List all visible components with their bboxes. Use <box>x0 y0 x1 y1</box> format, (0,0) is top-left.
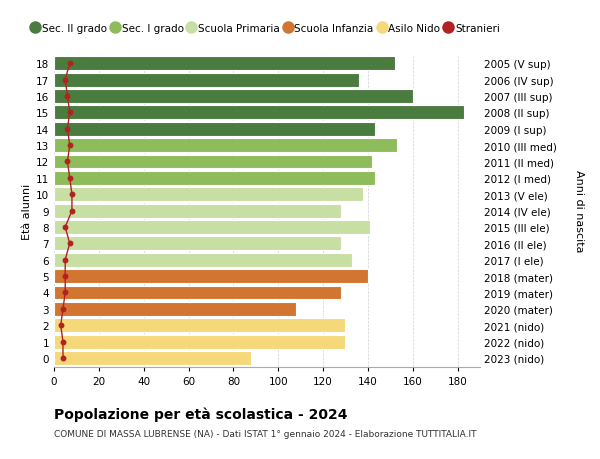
Legend: Sec. II grado, Sec. I grado, Scuola Primaria, Scuola Infanzia, Asilo Nido, Stran: Sec. II grado, Sec. I grado, Scuola Prim… <box>28 19 504 38</box>
Bar <box>54 302 296 316</box>
Bar <box>54 57 395 71</box>
Bar <box>54 351 251 365</box>
Bar <box>54 253 352 267</box>
Text: COMUNE DI MASSA LUBRENSE (NA) - Dati ISTAT 1° gennaio 2024 - Elaborazione TUTTIT: COMUNE DI MASSA LUBRENSE (NA) - Dati IST… <box>54 429 476 438</box>
Point <box>67 191 77 198</box>
Point <box>65 240 74 247</box>
Point <box>67 207 77 215</box>
Y-axis label: Anni di nascita: Anni di nascita <box>574 170 584 252</box>
Point <box>61 273 70 280</box>
Bar <box>54 188 364 202</box>
Y-axis label: Età alunni: Età alunni <box>22 183 32 239</box>
Bar <box>54 123 374 136</box>
Bar <box>54 237 341 251</box>
Point <box>58 306 68 313</box>
Point <box>58 354 68 362</box>
Point <box>62 158 72 166</box>
Point <box>61 257 70 264</box>
Bar <box>54 335 346 349</box>
Text: Popolazione per età scolastica - 2024: Popolazione per età scolastica - 2024 <box>54 406 347 421</box>
Bar <box>54 172 374 185</box>
Point <box>65 175 74 182</box>
Point <box>61 77 70 84</box>
Point <box>58 338 68 346</box>
Bar <box>54 90 413 104</box>
Point <box>61 289 70 297</box>
Bar <box>54 155 373 169</box>
Point <box>61 224 70 231</box>
Point <box>62 126 72 133</box>
Bar <box>54 139 397 153</box>
Point <box>65 61 74 68</box>
Point <box>65 109 74 117</box>
Point <box>56 322 65 329</box>
Bar <box>54 73 359 87</box>
Point <box>65 142 74 150</box>
Bar <box>54 286 341 300</box>
Bar <box>54 204 341 218</box>
Bar <box>54 106 464 120</box>
Bar <box>54 319 346 332</box>
Bar <box>54 269 368 284</box>
Point <box>62 93 72 101</box>
Bar <box>54 220 370 235</box>
